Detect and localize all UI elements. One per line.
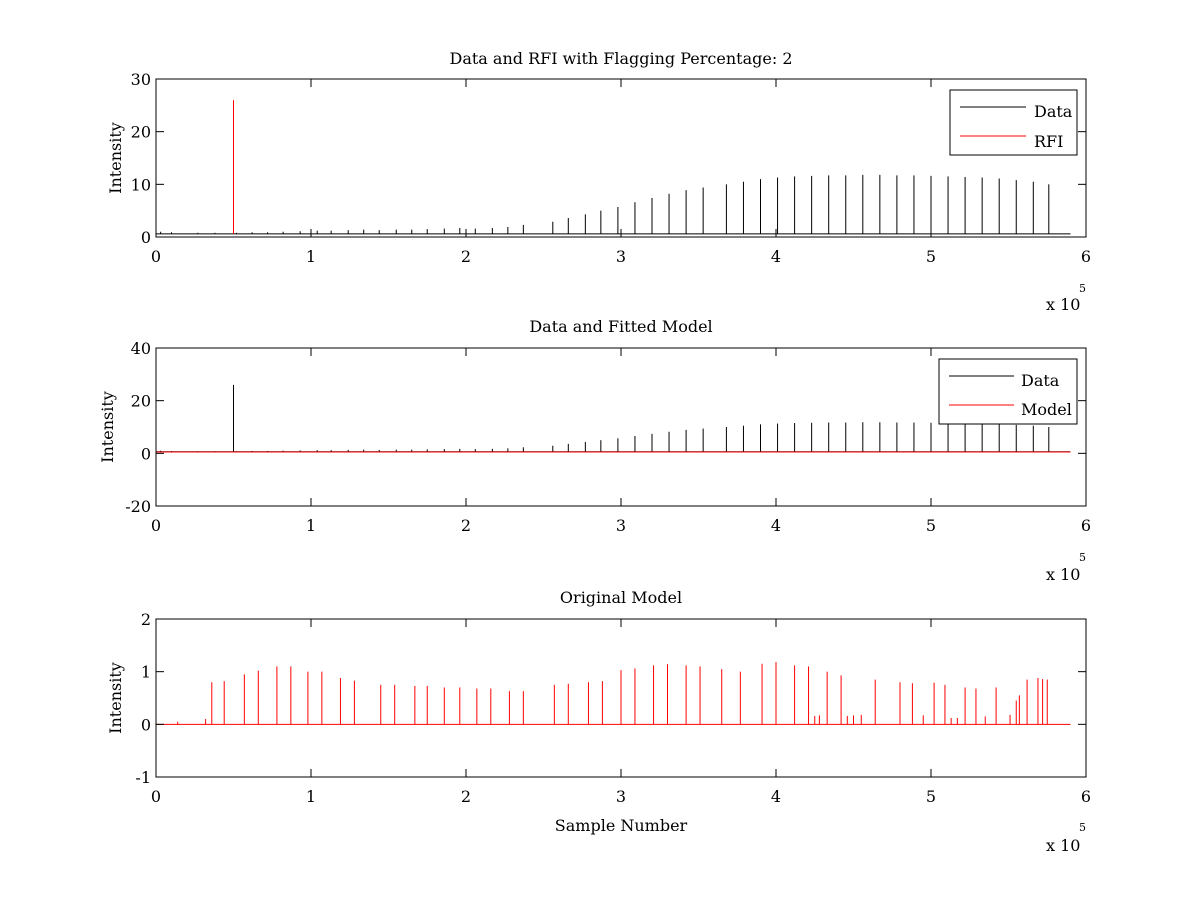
subplot-2-legend-box	[938, 358, 1078, 425]
subplot-2-xtick-label: 2	[461, 516, 471, 535]
subplot-3-xtick-label: 6	[1081, 787, 1091, 806]
subplot-1: Data and RFI with Flagging Percentage: 2…	[106, 49, 1091, 314]
subplot-2-xtick-label: 1	[306, 516, 316, 535]
subplot-1-ytick-label: 10	[131, 175, 151, 194]
subplot-2-legend: Data Model	[938, 358, 1078, 425]
subplot-1-x-exponent: x 10 5	[1046, 282, 1086, 314]
subplot-3-x-exponent: x 10 5	[1046, 821, 1086, 855]
subplot-2-legend-label-model: Model	[1021, 400, 1072, 419]
subplot-1-ylabel: Intensity	[106, 122, 125, 194]
subplot-2-ytick-label: 40	[131, 339, 151, 358]
subplot-2-xtick-label: 0	[151, 516, 161, 535]
subplot-2-x-exponent: x 10 5	[1046, 551, 1086, 584]
subplot-3-xlabel: Sample Number	[555, 816, 688, 835]
subplot-1-ytick-label: 20	[131, 123, 151, 142]
subplot-1-legend-box	[949, 89, 1078, 156]
subplot-3-xtick-label: 3	[616, 787, 626, 806]
subplot-1-title: Data and RFI with Flagging Percentage: 2	[449, 49, 792, 68]
subplot-1-xtick-label: 5	[926, 247, 936, 266]
subplot-2-series-layer	[156, 384, 1071, 453]
subplot-3-x-exponent-power: 5	[1079, 821, 1086, 834]
subplot-1-legend: Data RFI	[949, 89, 1078, 156]
subplot-3-xtick-label: 4	[771, 787, 781, 806]
subplot-2-ytick-label: -20	[125, 497, 151, 516]
subplot-2-x-exponent-base: x 10	[1046, 565, 1080, 584]
subplot-3-ytick-label: 1	[141, 663, 151, 682]
subplot-3-xtick-label: 1	[306, 787, 316, 806]
subplot-3-ytick-label: 0	[141, 715, 151, 734]
subplot-2-xtick-label: 5	[926, 516, 936, 535]
subplot-2-ytick-label: 20	[131, 392, 151, 411]
subplot-2-ylabel: Intensity	[98, 391, 117, 463]
subplot-3-ytick-label: -1	[135, 768, 151, 787]
subplot-3-xtick-label: 0	[151, 787, 161, 806]
subplot-2-xtick-label: 6	[1081, 516, 1091, 535]
subplot-2-title: Data and Fitted Model	[529, 317, 712, 336]
subplot-3-xtick-label: 5	[926, 787, 936, 806]
subplot-3-title: Original Model	[560, 588, 682, 607]
subplot-2-ytick-label: 0	[141, 444, 151, 463]
subplot-1-xtick-label: 1	[306, 247, 316, 266]
subplot-3-ylabel: Intensity	[106, 662, 125, 734]
subplot-1-xtick-label: 4	[771, 247, 781, 266]
subplot-2-xtick-label: 4	[771, 516, 781, 535]
subplot-3-xtick-label: 2	[461, 787, 471, 806]
subplot-1-x-exponent-base: x 10	[1046, 295, 1080, 314]
subplot-1-legend-label-rfi: RFI	[1034, 132, 1063, 151]
subplot-1-legend-label-data: Data	[1034, 102, 1073, 121]
subplot-1-series-layer	[156, 100, 1071, 235]
subplot-3-series-layer	[156, 662, 1071, 725]
subplot-2-legend-label-data: Data	[1021, 371, 1060, 390]
subplot-3-x-exponent-base: x 10	[1046, 836, 1080, 855]
subplot-1-ticks-layer: 0 1 2 3 4 5 6 0 10 20 30	[131, 70, 1091, 266]
subplot-1-ytick-label: 0	[141, 228, 151, 247]
subplot-1-xtick-label: 3	[616, 247, 626, 266]
subplot-1-xtick-label: 0	[151, 247, 161, 266]
subplot-3-ytick-label: 2	[141, 610, 151, 629]
subplot-1-xtick-label: 6	[1081, 247, 1091, 266]
subplot-2: Data and Fitted Model Intensity 0 1 2 3 4 5 6 -…	[98, 317, 1091, 584]
subplot-1-xtick-label: 2	[461, 247, 471, 266]
subplot-1-x-exponent-power: 5	[1079, 282, 1086, 295]
subplot-1-ytick-label: 30	[131, 70, 151, 89]
subplot-2-x-exponent-power: 5	[1079, 551, 1086, 564]
subplot-2-xtick-label: 3	[616, 516, 626, 535]
